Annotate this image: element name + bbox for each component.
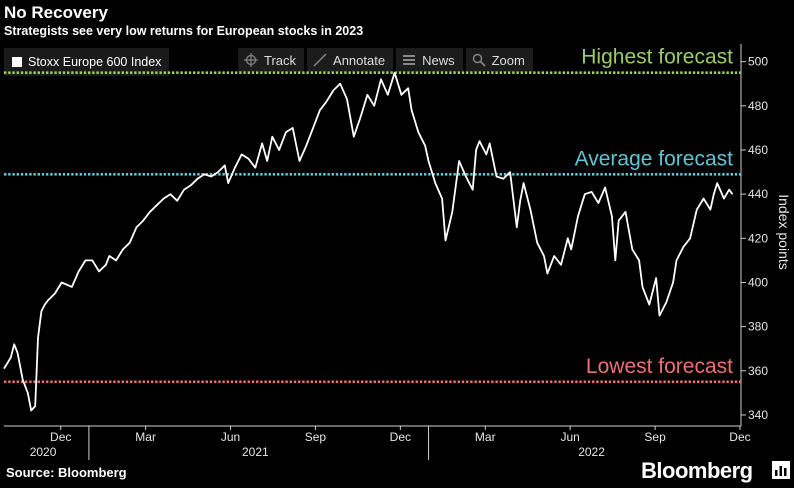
x-year-label: 2022 xyxy=(578,445,605,459)
y-tick-label: 480 xyxy=(748,99,768,113)
news-button[interactable]: News xyxy=(396,48,463,72)
chart-toolbar: Track Annotate News Zoom xyxy=(238,48,533,72)
zoom-button[interactable]: Zoom xyxy=(465,48,533,72)
annotate-button[interactable]: Annotate xyxy=(307,48,394,72)
x-tick-label: Dec xyxy=(729,430,750,444)
x-year-label: 2020 xyxy=(30,445,57,459)
y-tick-label: 380 xyxy=(748,320,768,334)
chart-title: No Recovery xyxy=(4,3,108,22)
brand-logo: Bloomberg xyxy=(641,458,753,483)
y-tick-label: 360 xyxy=(748,364,768,378)
reference-label: Average forecast xyxy=(575,147,734,170)
x-tick-label: Dec xyxy=(50,430,71,444)
zoom-label: Zoom xyxy=(491,52,525,68)
x-year-label: 2021 xyxy=(242,445,269,459)
x-tick-label: Mar xyxy=(475,430,496,444)
y-tick-label: 400 xyxy=(748,275,768,289)
x-tick-label: Jun xyxy=(560,430,579,444)
reference-label: Highest forecast xyxy=(581,46,733,69)
chart-bars-icon xyxy=(772,461,790,479)
x-tick-label: Sep xyxy=(644,430,666,444)
series-line[interactable] xyxy=(3,71,734,412)
y-tick-label: 440 xyxy=(748,187,768,201)
legend-swatch xyxy=(12,57,22,67)
source-note: Source: Bloomberg xyxy=(6,465,127,480)
track-label: Track xyxy=(264,52,297,68)
crosshair-icon xyxy=(244,53,258,67)
magnifier-icon xyxy=(472,53,486,67)
y-tick-label: 340 xyxy=(748,408,768,422)
y-tick-label: 420 xyxy=(748,231,768,245)
x-tick-label: Sep xyxy=(305,430,327,444)
y-tick-label: 500 xyxy=(748,55,768,69)
y-axis-title: Index points xyxy=(776,194,792,270)
chart-subtitle: Strategists see very low returns for Eur… xyxy=(4,24,364,38)
news-icon xyxy=(403,55,416,65)
x-tick-label: Mar xyxy=(135,430,156,444)
pencil-icon xyxy=(313,53,327,67)
x-tick-label: Dec xyxy=(390,430,411,444)
annotate-label: Annotate xyxy=(333,52,386,68)
x-tick-label: Jun xyxy=(221,430,240,444)
legend-label: Stoxx Europe 600 Index xyxy=(28,55,162,69)
y-tick-label: 460 xyxy=(748,143,768,157)
legend[interactable]: Stoxx Europe 600 Index xyxy=(4,48,170,76)
news-label: News xyxy=(422,52,455,68)
reference-label: Lowest forecast xyxy=(586,355,733,378)
track-button[interactable]: Track xyxy=(238,48,305,72)
